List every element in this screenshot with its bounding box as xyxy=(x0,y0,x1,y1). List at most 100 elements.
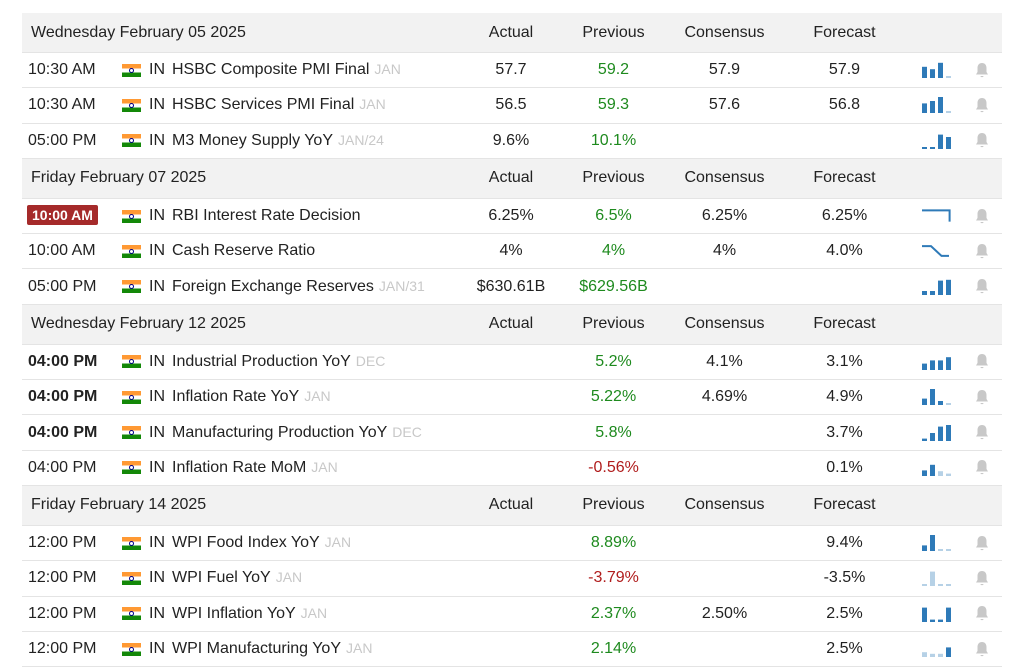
bell-icon[interactable] xyxy=(974,278,990,295)
actual-value: 9.6% xyxy=(492,131,530,149)
sparkline-bar xyxy=(938,619,943,622)
india-flag-icon xyxy=(122,209,141,223)
event-row[interactable]: 04:00 PM IN Manufacturing Production YoY DE… xyxy=(22,415,1002,451)
sparkline-cell xyxy=(907,640,967,658)
date-header: Friday February 14 2025 Actual Previous Con… xyxy=(22,485,1002,526)
sparkline-cell xyxy=(907,569,967,587)
sparkline-bar xyxy=(938,549,943,552)
bell-icon[interactable] xyxy=(974,605,990,622)
bell-icon[interactable] xyxy=(974,424,990,441)
event-name-link[interactable]: Cash Reserve Ratio xyxy=(172,242,316,260)
event-time: 10:00 AM xyxy=(28,242,96,260)
bell-icon[interactable] xyxy=(974,641,990,658)
event-reference-period: JAN xyxy=(304,388,331,405)
event-time-cell: 10:30 AM xyxy=(22,96,114,114)
event-name-link[interactable]: HSBC Services PMI Final xyxy=(172,96,355,114)
event-row[interactable]: 12:00 PM IN WPI Inflation YoY JAN 2.37% 2.50%… xyxy=(22,596,1002,632)
event-name-link[interactable]: Manufacturing Production YoY xyxy=(172,423,388,441)
bell-icon[interactable] xyxy=(974,132,990,149)
event-row[interactable]: 10:30 AM IN HSBC Composite PMI Final JAN 57.… xyxy=(22,53,1002,89)
sparkline-chart[interactable] xyxy=(920,640,954,658)
sparkline-chart[interactable] xyxy=(920,605,954,623)
event-time: 05:00 PM xyxy=(28,131,97,149)
event-row[interactable]: 05:00 PM IN Foreign Exchange Reserves JAN/3… xyxy=(22,269,1002,305)
sparkline-chart[interactable] xyxy=(920,569,954,587)
event-name-link[interactable]: HSBC Composite PMI Final xyxy=(172,61,370,79)
country-cell: IN xyxy=(114,353,172,371)
event-row[interactable]: 10:30 AM IN HSBC Services PMI Final JAN 56.5… xyxy=(22,88,1002,124)
event-name-link[interactable]: Industrial Production YoY xyxy=(172,352,351,370)
event-name-link[interactable]: M3 Money Supply YoY xyxy=(172,131,333,149)
event-name-link[interactable]: Inflation Rate YoY xyxy=(172,388,300,406)
consensus-value: 4.69% xyxy=(701,388,748,406)
sparkline-bar xyxy=(922,398,927,406)
event-name-link[interactable]: WPI Inflation YoY xyxy=(172,604,296,622)
country-code: IN xyxy=(149,569,165,587)
event-name-link[interactable]: Foreign Exchange Reserves xyxy=(172,277,374,295)
sparkline-chart[interactable] xyxy=(920,534,954,552)
alert-cell xyxy=(967,459,997,476)
event-row[interactable]: 10:00 AM IN Cash Reserve Ratio 4% 4% 4% 4.0% xyxy=(22,234,1002,270)
event-row[interactable]: 04:00 PM IN Inflation Rate YoY JAN 5.22% 4.69… xyxy=(22,380,1002,416)
event-row[interactable]: 05:00 PM IN M3 Money Supply YoY JAN/24 9.6% 1… xyxy=(22,123,1002,159)
event-row[interactable]: 04:00 PM IN Industrial Production YoY DEC 5.… xyxy=(22,344,1002,381)
sparkline-bar xyxy=(946,424,951,441)
previous-value: -0.56% xyxy=(588,458,639,476)
sparkline-chart[interactable] xyxy=(920,242,954,260)
india-flag-icon xyxy=(122,280,141,294)
alert-cell xyxy=(967,132,997,149)
previous-value: 5.2% xyxy=(595,352,632,370)
sparkline-bar xyxy=(938,584,943,587)
sparkline-chart[interactable] xyxy=(920,424,954,442)
country-cell: IN xyxy=(114,207,172,225)
india-flag-icon xyxy=(122,536,141,550)
date-header: Wednesday February 12 2025 Actual Previous… xyxy=(22,304,1002,345)
consensus-value: 4.1% xyxy=(706,352,743,370)
event-reference-period: JAN xyxy=(275,569,303,586)
event-name-link[interactable]: WPI Fuel YoY xyxy=(172,569,271,587)
sparkline-cell xyxy=(907,353,967,371)
bell-icon[interactable] xyxy=(974,389,990,406)
sparkline-chart[interactable] xyxy=(920,459,954,477)
consensus-value: 6.25% xyxy=(701,207,748,225)
event-name-link[interactable]: RBI Interest Rate Decision xyxy=(172,207,361,225)
sparkline-chart[interactable] xyxy=(920,388,954,406)
event-name-cell: WPI Manufacturing YoY JAN xyxy=(172,640,462,658)
alert-cell xyxy=(967,278,997,295)
event-name-link[interactable]: WPI Food Index YoY xyxy=(172,534,320,552)
india-flag-icon xyxy=(122,134,141,148)
bell-icon[interactable] xyxy=(974,459,990,476)
sparkline-chart[interactable] xyxy=(920,353,954,371)
forecast-value: 2.5% xyxy=(826,640,863,657)
sparkline-chart[interactable] xyxy=(920,207,954,225)
event-time: 04:00 PM xyxy=(28,388,98,406)
sparkline-bar xyxy=(922,607,927,622)
sparkline-chart[interactable] xyxy=(920,132,954,150)
bell-icon[interactable] xyxy=(974,570,990,587)
event-row[interactable]: 12:00 PM IN WPI Manufacturing YoY JAN 2.14% 2… xyxy=(22,631,1002,667)
bell-icon[interactable] xyxy=(974,243,990,260)
sparkline-bar xyxy=(946,607,951,622)
sparkline-bar xyxy=(938,134,943,149)
bell-icon[interactable] xyxy=(974,353,990,370)
column-header-forecast: Forecast xyxy=(813,23,876,41)
event-row[interactable]: 10:00 AM IN RBI Interest Rate Decision 6.25… xyxy=(22,198,1002,235)
sparkline-chart[interactable] xyxy=(920,278,954,296)
event-row[interactable]: 12:00 PM IN WPI Food Index YoY JAN 8.89% 9.4% xyxy=(22,525,1002,562)
bell-icon[interactable] xyxy=(974,208,990,225)
sparkline-bar xyxy=(938,653,943,657)
bell-icon[interactable] xyxy=(974,62,990,79)
sparkline-chart[interactable] xyxy=(920,96,954,114)
event-time-cell: 10:00 AM xyxy=(22,242,114,260)
event-time: 05:00 PM xyxy=(28,277,97,295)
event-name-link[interactable]: WPI Manufacturing YoY xyxy=(172,640,341,657)
bell-icon[interactable] xyxy=(974,535,990,552)
sparkline-chart[interactable] xyxy=(920,61,954,79)
event-row[interactable]: 04:00 PM IN Inflation Rate MoM JAN -0.56% 0.1… xyxy=(22,450,1002,486)
event-row[interactable]: 12:00 PM IN WPI Fuel YoY JAN -3.79% -3.5% xyxy=(22,561,1002,597)
bell-icon[interactable] xyxy=(974,97,990,114)
sparkline-bar xyxy=(946,111,951,114)
event-time: 04:00 PM xyxy=(28,352,98,370)
country-code: IN xyxy=(149,131,165,149)
event-name-link[interactable]: Inflation Rate MoM xyxy=(172,458,307,476)
